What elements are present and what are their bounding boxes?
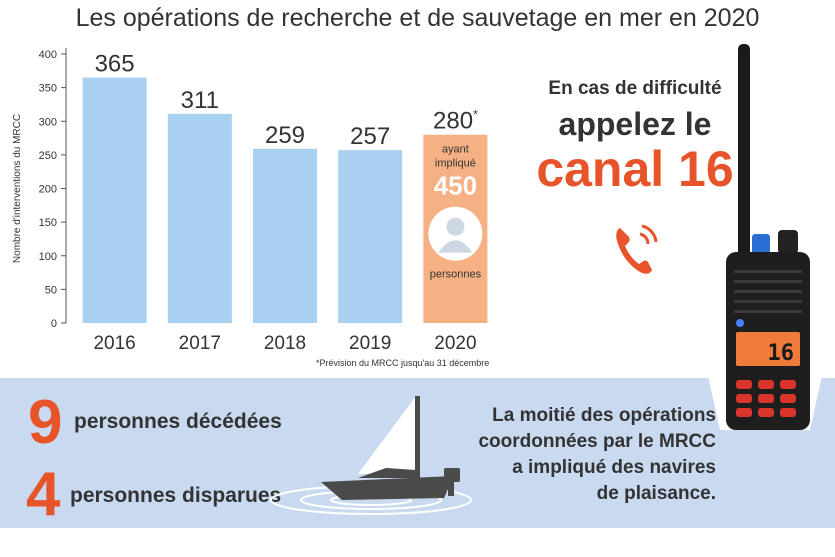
page-title: Les opérations de recherche et de sauvet…	[75, 4, 760, 32]
value-label-2016: 365	[95, 51, 135, 78]
value-label-2020: 280*	[433, 108, 478, 135]
x-tick-label-2018: 2018	[264, 333, 306, 354]
phone-icon	[616, 224, 658, 274]
y-axis-label: Nombre d'interventions du MRCC	[12, 114, 23, 263]
bar-2017	[167, 113, 232, 323]
person-icon-head	[446, 217, 465, 236]
y-tick-label: 300	[39, 116, 57, 128]
y-tick-label: 150	[39, 217, 57, 229]
y-tick-label: 200	[39, 184, 57, 196]
moitie-line-1: La moitié des opérations	[492, 405, 716, 426]
person-icon-body	[438, 240, 473, 253]
moitie-line-2: coordonnées par le MRCC	[478, 431, 716, 452]
bar-chart: 0 50 100 150 200 250 300 350 400 Nombre d'interve…	[12, 48, 488, 354]
bars: 365 311 259 257 280*	[82, 51, 488, 323]
bar-2016	[82, 77, 147, 323]
stat-missing-number: 4	[26, 460, 61, 529]
y-tick-label: 50	[45, 284, 57, 296]
forecast-asterisk: *	[473, 108, 478, 122]
x-tick-label-2016: 2016	[93, 333, 135, 354]
y-tick-label: 0	[51, 318, 57, 330]
stat-missing-label: personnes disparues	[70, 484, 282, 507]
highlight-number: 450	[434, 171, 477, 201]
cta-line-2: appelez le	[558, 106, 712, 142]
moitie-text: La moitié des opérations coordonnées par…	[466, 403, 716, 507]
y-tick-label: 100	[39, 251, 57, 263]
value-label-2019: 257	[350, 123, 390, 150]
chart-footnote: *Prévision du MRCC jusqu'au 31 décembre	[316, 358, 490, 368]
vhf-radio-image: 16	[700, 44, 830, 430]
bar-2019	[338, 150, 403, 323]
highlight-line-3: personnes	[430, 269, 482, 281]
stat-deaths-label: personnes décédées	[74, 410, 282, 433]
x-tick-label-2020: 2020	[434, 333, 476, 354]
x-tick-label-2019: 2019	[349, 333, 391, 354]
x-tick-labels: 2016 2017 2018 2019 2020	[93, 333, 476, 354]
cta-line-3: canal 16	[536, 141, 734, 197]
stat-deaths-number: 9	[28, 388, 63, 457]
x-tick-label-2017: 2017	[179, 333, 221, 354]
y-axis: 0 50 100 150 200 250 300 350 400 Nombre d'interve…	[12, 48, 67, 330]
sailboat-icon	[270, 396, 472, 515]
y-tick-label: 250	[39, 150, 57, 162]
highlight-line-2: impliqué	[435, 158, 476, 170]
radio-display-text: 16	[768, 341, 795, 366]
moitie-line-4: de plaisance.	[596, 483, 716, 504]
y-tick-label: 400	[39, 49, 57, 61]
cta-line-1: En cas de difficulté	[548, 78, 722, 99]
bar-2018	[253, 148, 317, 323]
value-label-2018: 259	[265, 122, 305, 149]
value-label-2017: 311	[181, 87, 219, 114]
y-tick-label: 350	[39, 83, 57, 95]
highlight-line-1: ayant	[442, 144, 469, 156]
moitie-line-3: a impliqué des navires	[512, 457, 716, 478]
